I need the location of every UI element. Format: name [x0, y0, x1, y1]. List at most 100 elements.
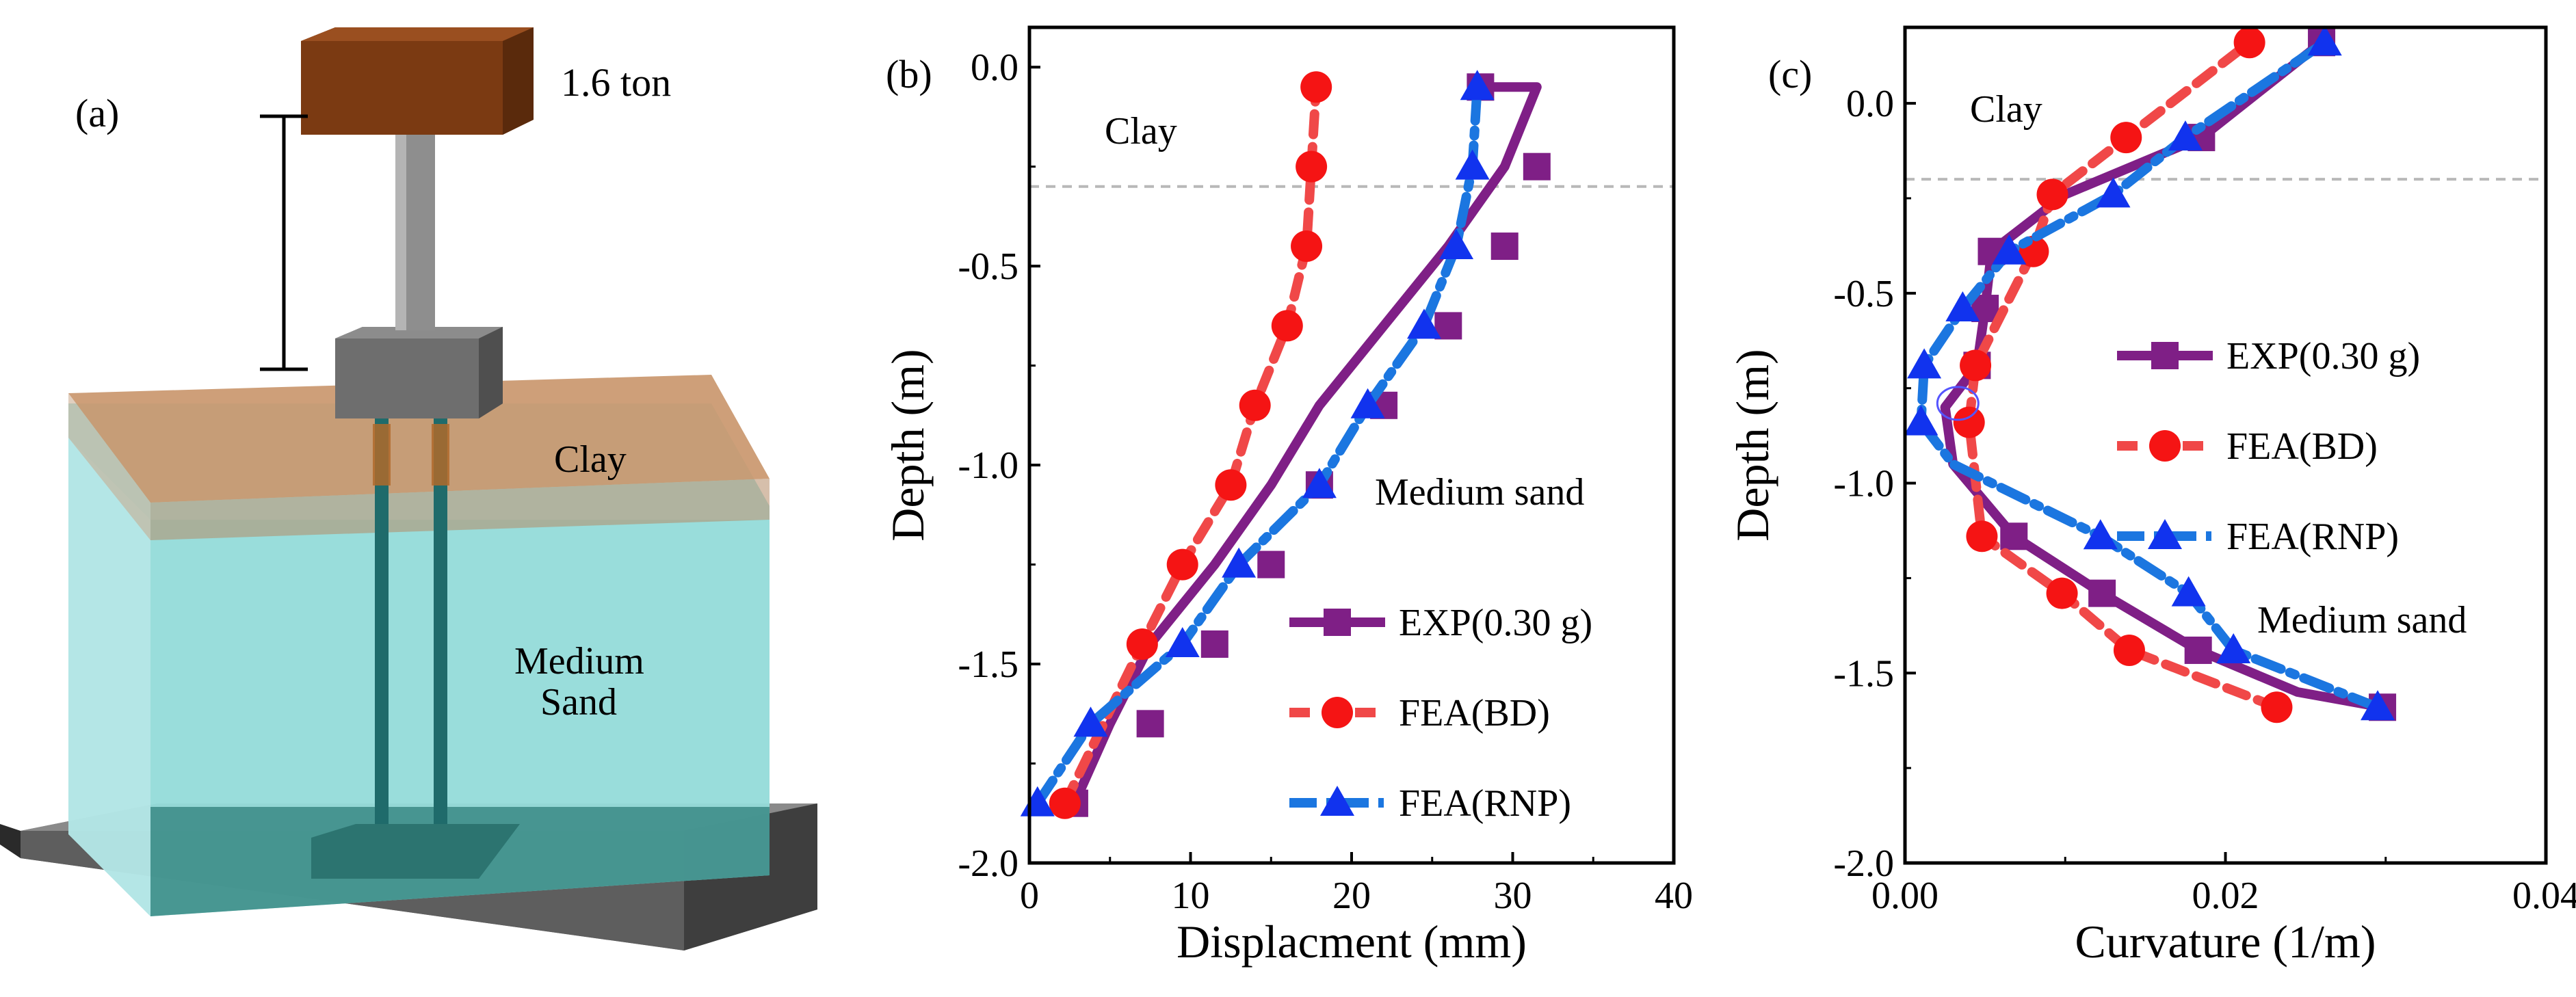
data-point-rnp: [1455, 149, 1490, 180]
data-point-rnp: [1302, 468, 1337, 498]
load-label: 1.6 ton: [561, 60, 671, 105]
x-tick-label: 20: [1332, 875, 1371, 917]
data-point-bd: [1239, 389, 1271, 421]
data-point-bd: [1126, 628, 1158, 660]
x-tick-label: 0.02: [2192, 875, 2259, 917]
data-point-bd: [2233, 27, 2265, 59]
data-point-rnp: [2307, 25, 2342, 56]
data-point-exp: [1434, 312, 1462, 340]
data-point-exp: [2088, 579, 2116, 607]
data-point-exp: [1490, 232, 1519, 261]
data-point-exp: [1136, 710, 1164, 738]
panel-a-label: (a): [75, 91, 119, 135]
data-point-bd: [1960, 349, 1992, 382]
data-point-rnp: [2216, 633, 2251, 663]
top-mass-side: [503, 27, 534, 135]
data-point-rnp: [1439, 229, 1474, 260]
x-tick-label: 30: [1494, 875, 1532, 917]
data-point-rnp: [1992, 234, 2027, 265]
y-tick-label: 0.0: [1846, 83, 1894, 125]
data-point-bd: [1291, 230, 1323, 263]
data-point-exp: [1257, 550, 1285, 579]
schematic-sand-label-2: Sand: [540, 681, 617, 723]
y-tick-label: -1.0: [1833, 463, 1894, 505]
chart-curvature: (c) Clay Medium sand 0.00 0.02 0.04 0.0 -0.5…: [1726, 25, 2576, 968]
data-point-rnp: [1350, 388, 1385, 418]
data-point-rnp: [2168, 120, 2203, 151]
legend-label-rnp: FEA(RNP): [1399, 782, 1571, 825]
top-mass: [301, 27, 534, 135]
y-tick-label: -2.0: [958, 842, 1018, 885]
x-tick-label: 0.00: [1871, 875, 1938, 917]
legend: EXP(0.30 g) FEA(BD) FEA(RNP): [2117, 335, 2420, 558]
data-point-bd: [1953, 406, 1985, 438]
y-tick-label: -1.0: [958, 444, 1018, 487]
base-plate-edge: [0, 824, 21, 858]
legend-label-rnp: FEA(RNP): [2226, 516, 2399, 558]
pile-left-clay-section: [373, 424, 391, 486]
region-label-clay: Clay: [1970, 88, 2042, 131]
pile-cap-side: [479, 327, 503, 418]
series-line-bd: [1964, 38, 2282, 713]
data-point-rnp: [1222, 547, 1257, 578]
panel-c-label: (c): [1768, 52, 1812, 96]
legend-marker-bd: [2149, 430, 2181, 462]
data-point-bd: [2113, 634, 2145, 666]
panel-a-schematic: (a) 1.6 ton: [0, 27, 817, 951]
column-highlight: [395, 127, 406, 330]
data-point-rnp: [1073, 706, 1108, 737]
series-group: [1020, 70, 1551, 819]
pile-base-plate: [311, 824, 520, 879]
axis-ticks: 0 10 20 30 40 0.0 -0.5 -1.0 -1.5 -2.0: [958, 46, 1693, 917]
y-tick-label: -0.5: [958, 245, 1018, 288]
data-point-bd: [1271, 310, 1303, 342]
y-tick-label: -1.5: [958, 643, 1018, 686]
clay-layer-front: [150, 479, 770, 540]
plot-frame: [1027, 25, 1676, 865]
data-point-rnp: [1406, 308, 1441, 339]
region-label-clay: Clay: [1105, 110, 1177, 152]
data-point-bd: [1966, 520, 1998, 553]
data-point-rnp: [1460, 70, 1495, 101]
pile-right: [434, 410, 447, 848]
legend-marker-rnp: [2148, 519, 2182, 549]
y-tick-label: -0.5: [1833, 273, 1894, 315]
legend-label-bd: FEA(BD): [1399, 692, 1550, 734]
top-mass-top: [301, 27, 534, 41]
x-tick-label: 10: [1172, 875, 1210, 917]
data-point-bd: [2261, 691, 2293, 723]
series-bd: [1049, 71, 1332, 819]
chart-displacement: (b) Clay Medium sand 0 10 20 30 40 0.0 -0.5 -1.…: [882, 25, 1693, 968]
y-tick-label: 0.0: [971, 46, 1018, 89]
data-point-rnp: [2171, 576, 2206, 607]
data-point-rnp: [2096, 177, 2131, 208]
clay-layer-top: [68, 375, 770, 503]
data-point-bd: [2036, 178, 2068, 211]
schematic-clay-label: Clay: [554, 438, 627, 481]
x-tick-label: 0: [1020, 875, 1039, 917]
data-point-rnp: [1907, 348, 1942, 379]
series-line-bd: [1060, 82, 1322, 808]
data-point-rnp: [2083, 519, 2118, 550]
x-axis-label: Displacment (mm): [1177, 916, 1527, 968]
data-point-exp: [2000, 522, 2028, 550]
x-tick-label: 40: [1655, 875, 1693, 917]
series-line-exp: [1069, 82, 1542, 808]
data-point-bd: [1300, 71, 1332, 103]
y-axis-label: Depth (m): [1726, 349, 1778, 541]
data-point-rnp: [1165, 626, 1200, 657]
x-tick-label: 0.04: [2512, 875, 2576, 917]
data-point-bd: [1049, 787, 1081, 819]
legend-label-exp: EXP(0.30 g): [1399, 602, 1592, 644]
data-point-bd: [1296, 150, 1328, 183]
region-label-medium-sand: Medium sand: [2257, 599, 2467, 641]
data-point-rnp: [1904, 405, 1938, 436]
clay-layer-side: [68, 393, 150, 540]
legend-label-bd: FEA(BD): [2226, 425, 2378, 468]
data-point-bd: [1166, 548, 1198, 581]
data-point-exp: [1523, 152, 1551, 181]
legend: EXP(0.30 g) FEA(BD) FEA(RNP): [1289, 602, 1592, 825]
pile-cap: [335, 327, 503, 418]
data-point-exp: [2184, 636, 2212, 664]
